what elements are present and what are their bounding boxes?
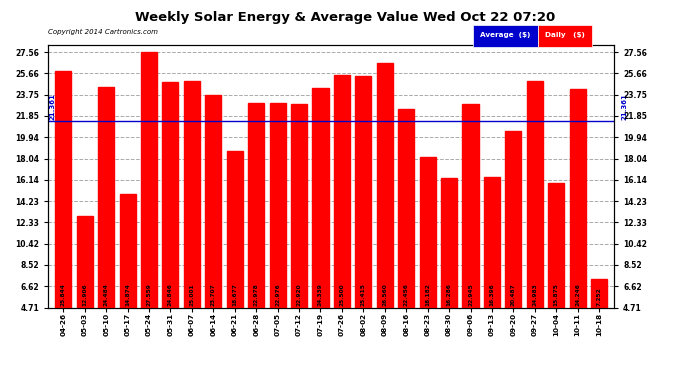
Text: 24.846: 24.846 xyxy=(168,283,173,306)
Text: 20.487: 20.487 xyxy=(511,283,516,306)
Bar xyxy=(334,75,350,307)
Text: Average  ($): Average ($) xyxy=(480,32,531,38)
Text: 18.182: 18.182 xyxy=(425,283,430,306)
Bar xyxy=(441,178,457,308)
Text: 14.874: 14.874 xyxy=(125,283,130,306)
Bar xyxy=(270,104,286,308)
Bar xyxy=(462,104,479,308)
Text: 16.396: 16.396 xyxy=(489,283,495,306)
Text: 24.484: 24.484 xyxy=(104,283,108,306)
Text: 21.361: 21.361 xyxy=(622,93,628,120)
Text: 23.707: 23.707 xyxy=(211,283,216,306)
Bar xyxy=(227,152,243,308)
Text: Daily   ($): Daily ($) xyxy=(545,32,585,38)
Bar xyxy=(119,194,136,308)
Bar xyxy=(313,88,328,308)
Bar xyxy=(77,216,92,308)
Text: Weekly Solar Energy & Average Value Wed Oct 22 07:20: Weekly Solar Energy & Average Value Wed … xyxy=(135,11,555,24)
Bar xyxy=(141,52,157,308)
Bar xyxy=(55,71,71,308)
Text: 24.246: 24.246 xyxy=(575,283,580,306)
Bar xyxy=(398,109,414,307)
Bar xyxy=(548,183,564,308)
Bar xyxy=(162,82,179,308)
Text: 24.983: 24.983 xyxy=(532,283,538,306)
Bar xyxy=(526,81,543,308)
Bar xyxy=(291,104,307,308)
Text: 21.361: 21.361 xyxy=(50,93,56,120)
Text: 27.559: 27.559 xyxy=(146,283,152,306)
Bar xyxy=(355,76,371,308)
Text: Copyright 2014 Cartronics.com: Copyright 2014 Cartronics.com xyxy=(48,28,158,35)
Text: 12.906: 12.906 xyxy=(82,283,87,306)
Text: 15.875: 15.875 xyxy=(554,283,559,306)
Text: 24.339: 24.339 xyxy=(318,283,323,306)
Bar xyxy=(248,104,264,308)
Text: 22.920: 22.920 xyxy=(297,283,302,306)
Bar xyxy=(184,81,200,308)
Text: 25.500: 25.500 xyxy=(339,283,344,306)
Bar xyxy=(98,87,115,308)
Bar xyxy=(570,89,586,308)
Text: 22.978: 22.978 xyxy=(254,283,259,306)
Text: 22.456: 22.456 xyxy=(404,283,408,306)
Bar xyxy=(420,157,435,308)
Text: 16.286: 16.286 xyxy=(446,283,451,306)
Bar xyxy=(505,131,522,308)
Text: 22.976: 22.976 xyxy=(275,283,280,306)
Text: 22.945: 22.945 xyxy=(468,283,473,306)
Text: 26.560: 26.560 xyxy=(382,283,387,306)
Text: 18.677: 18.677 xyxy=(233,283,237,306)
Bar xyxy=(591,279,607,308)
Bar xyxy=(484,177,500,308)
Bar xyxy=(377,63,393,308)
Text: 7.252: 7.252 xyxy=(597,287,602,306)
Text: 25.001: 25.001 xyxy=(189,283,195,306)
Text: 25.415: 25.415 xyxy=(361,283,366,306)
Bar xyxy=(206,95,221,308)
Text: 25.844: 25.844 xyxy=(61,283,66,306)
